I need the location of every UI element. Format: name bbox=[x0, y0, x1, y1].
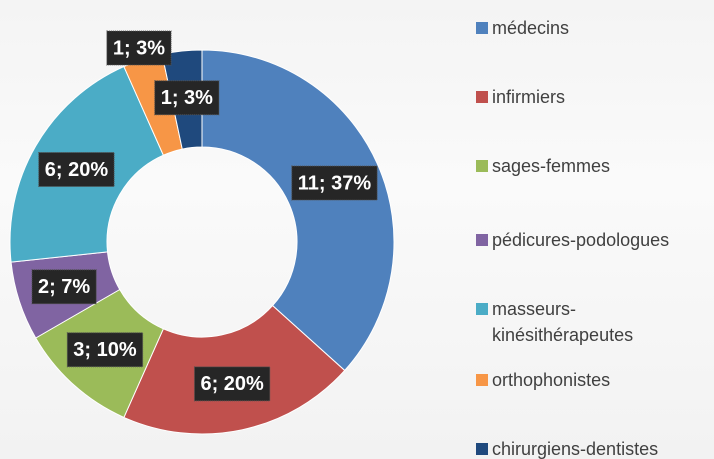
data-label-box bbox=[154, 80, 220, 116]
data-label-box bbox=[38, 152, 115, 187]
data-label-box bbox=[31, 269, 97, 305]
legend-item: infirmiers bbox=[476, 84, 565, 110]
data-label-text: 3; 10% bbox=[73, 339, 137, 361]
data-label-box bbox=[193, 366, 271, 402]
data-label-text: 1; 3% bbox=[113, 37, 165, 59]
data-label-text: 6; 20% bbox=[45, 159, 109, 181]
legend-swatch bbox=[476, 303, 488, 315]
donut-segment bbox=[201, 49, 395, 372]
legend-label: orthophonistes bbox=[492, 370, 611, 390]
legend-item: sages-femmes bbox=[476, 153, 610, 179]
legend-item: chirurgiens-dentistes bbox=[476, 436, 658, 459]
legend-item: pédicures-podologues bbox=[476, 227, 669, 253]
data-label: 6; 20% bbox=[38, 152, 115, 187]
data-label: 2; 7% bbox=[31, 269, 97, 305]
data-label-box bbox=[66, 332, 144, 368]
legend-swatch bbox=[476, 160, 488, 172]
legend-item: médecins bbox=[476, 15, 569, 41]
legend-label: infirmiers bbox=[492, 87, 566, 107]
data-label-box bbox=[291, 165, 378, 201]
legend-swatch bbox=[476, 91, 488, 103]
data-label: 1; 3% bbox=[106, 30, 172, 66]
data-label: 1; 3% bbox=[154, 80, 220, 116]
legend-label: sages-femmes bbox=[492, 156, 611, 176]
legend-label: chirurgiens-dentistes bbox=[492, 439, 659, 459]
legend-label: masseurs-kinésithérapeutes bbox=[492, 299, 634, 345]
legend-item: masseurs-kinésithérapeutes bbox=[476, 296, 636, 348]
legend-swatch bbox=[476, 443, 488, 455]
data-label: 11; 37% bbox=[291, 165, 378, 201]
legend-swatch bbox=[476, 374, 488, 386]
data-label: 6; 20% bbox=[193, 366, 271, 402]
donut: 11; 37% 6; 20% 3; 10% 2; 7% 6; 20% 1; 3% 1; 3% bbox=[9, 30, 395, 435]
legend-swatch bbox=[476, 234, 488, 246]
data-label-box bbox=[106, 30, 172, 66]
legend-item: orthophonistes bbox=[476, 367, 610, 393]
data-label-text: 2; 7% bbox=[38, 276, 90, 298]
data-label-text: 6; 20% bbox=[200, 373, 264, 395]
data-label-text: 11; 37% bbox=[298, 172, 372, 194]
legend-swatch bbox=[476, 22, 488, 34]
legend-label: médecins bbox=[492, 18, 570, 38]
data-label: 3; 10% bbox=[66, 332, 144, 368]
legend-label: pédicures-podologues bbox=[492, 230, 670, 250]
data-label-text: 1; 3% bbox=[161, 87, 213, 109]
